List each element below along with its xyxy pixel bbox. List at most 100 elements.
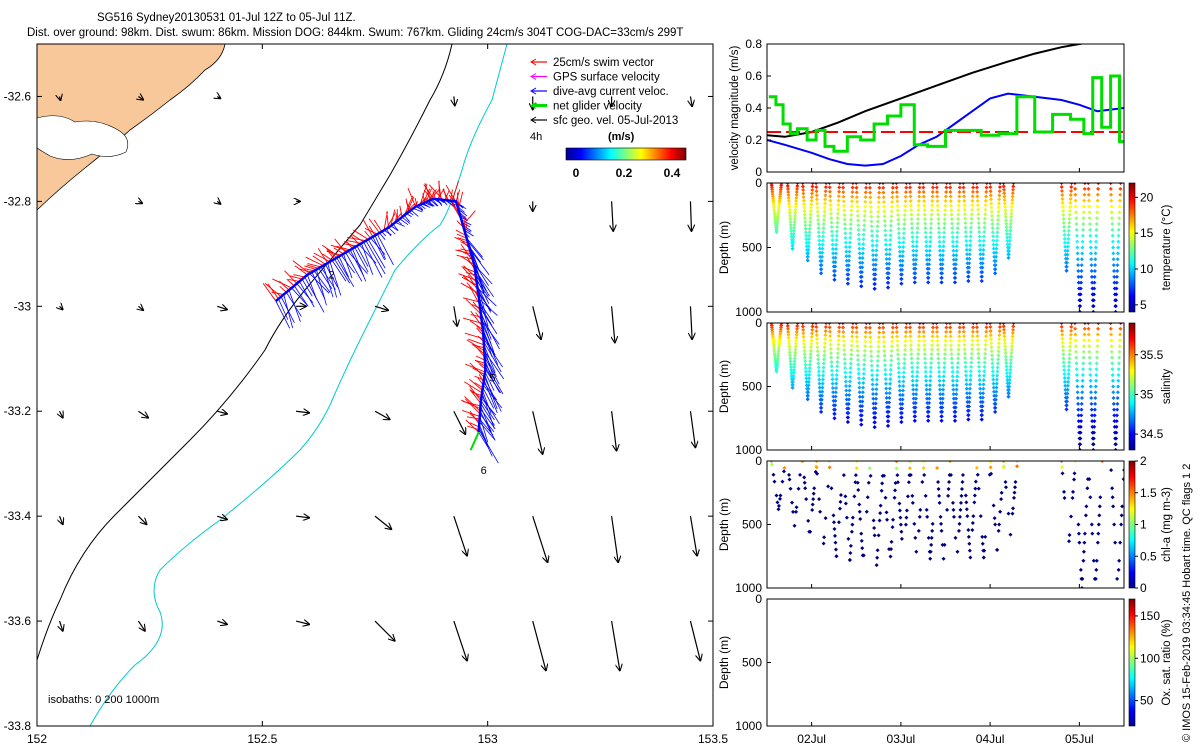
profile-sample-mark	[963, 364, 968, 369]
dac-vector	[304, 276, 325, 313]
dac-vector	[413, 208, 423, 213]
profile-sample-mark	[921, 325, 926, 330]
profile-sample-mark	[953, 409, 958, 414]
profile-sample-mark	[924, 378, 929, 383]
profile-sample-mark	[902, 366, 907, 371]
profile-sample-mark	[941, 235, 946, 240]
profile-sample-mark	[982, 364, 987, 369]
profile-sample-mark	[1117, 344, 1122, 349]
swim-vector	[471, 304, 481, 309]
profile-sample-mark	[904, 185, 909, 190]
profile-sample-mark	[959, 486, 964, 491]
legend-arrowhead	[530, 116, 537, 124]
profile-sample-mark	[965, 514, 970, 519]
profile-sample-mark	[1092, 280, 1097, 285]
profile-sample-mark	[930, 521, 935, 526]
profile-sample-mark	[1095, 338, 1100, 343]
dac-vector	[479, 411, 496, 441]
profile-sample-mark	[1117, 198, 1122, 203]
profile-sample-mark	[1111, 257, 1116, 262]
swim-vector	[326, 250, 342, 256]
profile-sample-mark	[816, 230, 821, 235]
profile-sample-mark	[1088, 233, 1093, 238]
profile-sample-mark	[1082, 531, 1087, 536]
profile-sample-mark	[962, 347, 967, 352]
swim-vector	[469, 320, 484, 330]
profile-sample-mark	[1078, 424, 1083, 429]
profile-sample-mark	[776, 205, 781, 210]
profile-sample-mark	[979, 413, 984, 418]
profile-sample-mark	[1009, 204, 1014, 209]
profile-sample-mark	[915, 226, 920, 231]
velocity-series-line	[767, 44, 1086, 138]
sfc-geo-vector	[689, 411, 695, 447]
profile-sample-mark	[821, 234, 826, 239]
profile-sample-mark	[787, 201, 792, 206]
profile-sample-mark	[1078, 430, 1083, 435]
profile-sample-mark	[896, 361, 901, 366]
profile-sample-mark	[968, 230, 973, 235]
map-y-tick-label: -33.6	[4, 614, 32, 628]
profile-sample-mark	[789, 368, 794, 373]
profile-sample-mark	[1068, 340, 1073, 345]
profile-sample-mark	[889, 209, 894, 214]
dac-vector	[379, 232, 386, 240]
profile-sample-mark	[849, 203, 854, 208]
swim-vector	[456, 233, 467, 239]
profile-sample-mark	[961, 185, 966, 190]
profile-sample-mark	[1065, 244, 1070, 249]
swim-vector	[456, 254, 473, 260]
profile-sample-mark	[817, 389, 822, 394]
profile-sample-mark	[1001, 184, 1006, 189]
profile-sample-mark	[923, 365, 928, 370]
profile-sample-mark	[988, 185, 993, 190]
profile-sample-mark	[949, 347, 954, 352]
profile-sample-mark	[834, 229, 839, 234]
profile-sample-mark	[976, 212, 981, 217]
profile-sample-mark	[814, 333, 819, 338]
profile-sample-mark	[895, 208, 900, 213]
profile-sample-mark	[1075, 396, 1080, 401]
profile-sample-mark	[1080, 378, 1085, 383]
profile-sample-mark	[963, 493, 968, 498]
profile-sample-mark	[810, 507, 815, 512]
profile-sample-mark	[926, 418, 931, 423]
sfc-geo-vector	[295, 621, 309, 624]
profile-sample-mark	[913, 535, 918, 540]
profile-sample-mark	[966, 279, 971, 284]
profile-sample-mark	[977, 378, 982, 383]
profile-sample-mark	[1113, 442, 1118, 447]
profile-sample-mark	[942, 352, 947, 357]
profile-sample-mark	[897, 384, 902, 389]
profile-sample-mark	[950, 369, 955, 374]
sfc-geo-vector	[453, 515, 467, 556]
profile-sample-mark	[940, 405, 945, 410]
profile-sample-mark	[909, 347, 914, 352]
profile-sample-mark	[814, 197, 819, 202]
profile-sample-mark	[1074, 210, 1079, 215]
profile-sample-mark	[829, 229, 834, 234]
profile-sample-mark	[1079, 413, 1084, 418]
profile-sample-mark	[899, 272, 904, 277]
profile-sample-mark	[875, 363, 880, 368]
profile-sample-mark	[888, 233, 893, 238]
profile-sample-mark	[857, 256, 862, 261]
profile-sample-mark	[1063, 383, 1068, 388]
profile-sample-mark	[922, 199, 927, 204]
profile-sample-mark	[777, 203, 782, 208]
profile-sample-mark	[917, 325, 922, 330]
profile-sample-mark	[1004, 221, 1009, 226]
profile-sample-mark	[948, 190, 953, 195]
profile-sample-mark	[1002, 194, 1007, 199]
profile-sample-mark	[806, 390, 811, 395]
profile-sample-mark	[902, 217, 907, 222]
swim-vector	[344, 240, 355, 248]
profile-sample-mark	[856, 232, 861, 237]
profile-sample-mark	[972, 493, 977, 498]
profile-sample-mark	[926, 405, 931, 410]
profile-sample-mark	[1072, 471, 1077, 476]
profile-sample-mark	[1062, 372, 1067, 377]
profile-sample-mark	[977, 230, 982, 235]
dac-vector	[479, 301, 495, 324]
profile-sample-mark	[860, 390, 865, 395]
